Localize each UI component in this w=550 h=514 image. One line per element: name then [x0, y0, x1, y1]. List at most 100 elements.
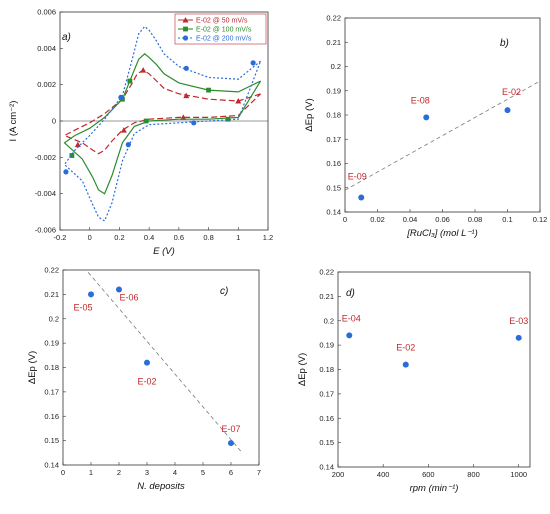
data-point [183, 26, 188, 32]
y-tick-label: 0.22 [326, 14, 341, 23]
series-line-1 [63, 69, 262, 155]
x-tick-label: 0 [61, 468, 65, 477]
data-point [183, 65, 189, 71]
y-tick-label: 0.21 [319, 292, 334, 301]
y-tick-label: 0.17 [44, 387, 59, 396]
y-tick-label: -0.002 [35, 153, 56, 162]
legend-entry: E-02 @ 200 mV/s [196, 36, 252, 43]
y-tick-label: 0.2 [324, 316, 334, 325]
data-point [402, 361, 409, 368]
data-point [140, 67, 147, 73]
legend-entry: E-02 @ 100 mV/s [196, 27, 252, 34]
data-point [235, 98, 242, 104]
x-tick-label: 4 [173, 468, 177, 477]
x-tick-label: 0.8 [203, 233, 213, 242]
y-tick-label: 0.004 [37, 44, 56, 53]
x-tick-label: 0 [343, 215, 347, 224]
x-tick-label: 7 [257, 468, 261, 477]
y-tick-label: 0.19 [44, 339, 59, 348]
data-point [504, 107, 511, 114]
point-label: E-09 [348, 171, 367, 181]
point-label: E-05 [73, 302, 92, 312]
y-tick-label: 0.16 [44, 412, 59, 421]
y-tick-label: 0.15 [44, 436, 59, 445]
y-tick-label: 0.18 [319, 365, 334, 374]
data-point [206, 87, 211, 93]
point-label: E-02 [502, 87, 521, 97]
y-tick-label: 0.16 [319, 414, 334, 423]
point-label: E-07 [221, 424, 240, 434]
x-tick-label: 800 [467, 470, 480, 479]
x-axis-label: rpm (min⁻¹) [410, 483, 459, 494]
panel-label: b) [500, 38, 509, 49]
y-tick-label: 0.19 [319, 341, 334, 350]
y-tick-label: 0.21 [44, 290, 59, 299]
x-tick-label: 0.1 [502, 215, 512, 224]
data-point [250, 60, 256, 66]
y-tick-label: 0.18 [44, 363, 59, 372]
plot-frame [344, 17, 541, 213]
x-tick-label: 1 [236, 233, 240, 242]
data-point [228, 440, 234, 447]
x-tick-label: 0.12 [533, 215, 548, 224]
x-tick-label: 3 [145, 468, 149, 477]
x-tick-label: 1000 [510, 470, 527, 479]
data-point [225, 116, 231, 122]
y-tick-label: 0.14 [326, 208, 341, 217]
data-point [143, 118, 149, 124]
y-tick-label: 0.16 [326, 159, 341, 168]
chart-c: 0 1 2 3 4 5 6 7 0.22 0.21 0.2 0.19 0.18 0.17 0.16 0.15 0… [27, 266, 261, 493]
x-tick-label: 2 [117, 468, 121, 477]
x-tick-label: 0 [88, 233, 92, 242]
y-tick-label: 0.006 [37, 8, 56, 17]
y-tick-label: 0.21 [326, 38, 341, 47]
data-point [144, 359, 150, 366]
y-tick-label: 0.14 [319, 463, 334, 472]
y-axis-label: I (A cm⁻²) [8, 101, 19, 142]
data-point [180, 114, 187, 120]
plot-frame [337, 271, 531, 468]
data-point [358, 194, 365, 201]
y-tick-label: 0.15 [319, 438, 334, 447]
panel-label: d) [346, 288, 355, 299]
y-tick-label: 0.002 [37, 80, 56, 89]
plot-frame [62, 269, 260, 466]
data-point [423, 114, 430, 121]
x-tick-label: 0.6 [174, 233, 184, 242]
chart-b: 0 0.02 0.04 0.06 0.08 0.1 0.12 0.22 0.21 0.2 0.19 0… [304, 14, 547, 240]
x-tick-label: 200 [332, 470, 345, 479]
y-tick-label: 0.22 [319, 268, 334, 277]
data-point [69, 153, 75, 158]
x-tick-label: 0.06 [435, 215, 450, 224]
data-point [182, 35, 189, 41]
y-tick-label: 0.2 [49, 314, 59, 323]
x-tick-label: 5 [201, 468, 205, 477]
chart-a: -0.2 0 0.2 0.4 0.6 0.8 1 1.2 0.006 0.004 0.002 0 -0.… [8, 8, 273, 258]
x-tick-label: 400 [377, 470, 390, 479]
x-tick-label: -0.2 [54, 233, 67, 242]
y-tick-label: -0.006 [35, 226, 56, 235]
series-line-3 [63, 25, 262, 222]
y-tick-label: -0.004 [35, 189, 56, 198]
y-tick-label: 0.14 [44, 461, 59, 470]
data-point [88, 291, 94, 298]
point-label: E-02 [396, 343, 415, 353]
y-axis-label: ΔEp (V) [304, 98, 315, 131]
point-label: E-03 [509, 316, 528, 326]
point-label: E-04 [342, 313, 361, 323]
x-tick-label: 0.04 [403, 215, 418, 224]
x-tick-label: 0.2 [114, 233, 124, 242]
data-point [182, 17, 189, 23]
x-axis-label: E (V) [153, 246, 175, 257]
y-tick-label: 0.15 [326, 183, 341, 192]
data-point [127, 78, 133, 84]
y-tick-label: 0.22 [44, 266, 59, 275]
data-point [118, 94, 124, 100]
panel-label: c) [220, 286, 228, 297]
y-tick-label: 0 [52, 117, 56, 126]
y-tick-label: 0.17 [326, 135, 341, 144]
x-tick-label: 0.02 [370, 215, 385, 224]
y-tick-label: 0.2 [331, 62, 341, 71]
x-tick-label: 600 [422, 470, 435, 479]
